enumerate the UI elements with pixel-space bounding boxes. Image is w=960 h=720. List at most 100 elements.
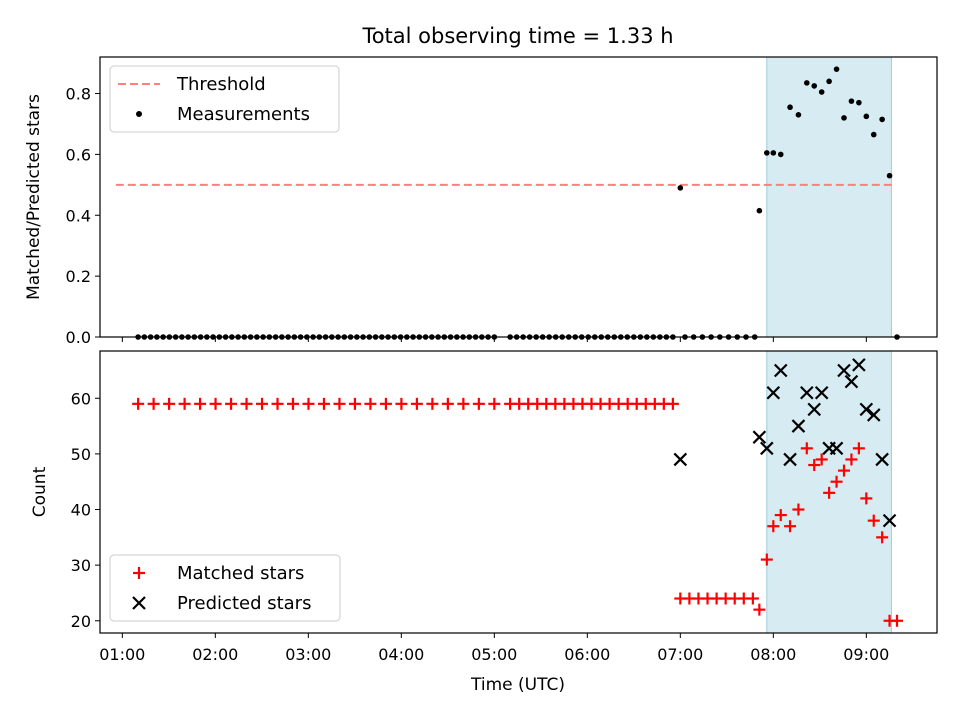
matched-star-point <box>240 397 253 410</box>
predicted-star-point <box>844 374 859 389</box>
predicted-star-point <box>882 513 897 528</box>
matched-star-point <box>867 514 880 527</box>
x-tick-label: 03:00 <box>285 645 331 664</box>
top-x-axis <box>121 337 867 342</box>
predicted-points <box>673 358 897 528</box>
top-panel: 0.00.20.40.60.8 Matched/Predicted stars … <box>24 56 938 347</box>
matched-star-point <box>209 397 222 410</box>
matched-star-point <box>800 442 813 455</box>
top-y-axis: 0.0 0.2 0.4 0.6 0.8 <box>66 85 100 347</box>
matched-star-point <box>225 397 238 410</box>
matched-star-point <box>132 397 145 410</box>
matched-star-point <box>395 397 408 410</box>
y-tick-label: 30 <box>71 556 91 575</box>
measurement-point <box>833 66 840 72</box>
measurement-point <box>770 150 777 156</box>
x-stroke-b <box>752 430 767 444</box>
matched-star-point <box>760 553 773 566</box>
matched-star-point <box>860 492 873 505</box>
matched-star-point <box>753 603 766 616</box>
bottom-x-axis: 01:00 02:00 03:00 04:00 05:00 06:00 07:00 08:00… <box>99 633 889 664</box>
measurement-point <box>787 104 793 111</box>
x-tick-label: 08:00 <box>750 645 796 664</box>
bottom-legend-box <box>109 554 341 622</box>
matched-star-point <box>815 453 828 466</box>
matched-star-point <box>746 592 759 605</box>
y-tick-label: 50 <box>71 445 91 464</box>
matched-star-point <box>784 520 797 533</box>
measurement-point <box>777 151 784 158</box>
x-tick-label: 02:00 <box>192 645 238 664</box>
x-stroke-b <box>807 402 822 417</box>
matched-star-point <box>845 453 858 466</box>
x-stroke-b <box>673 452 688 467</box>
predicted-star-point <box>752 430 767 444</box>
y-tick-label: 0.0 <box>66 328 91 347</box>
matched-points <box>132 397 904 627</box>
measurement-point <box>756 207 763 214</box>
x-stroke-b <box>866 408 881 422</box>
measurement-point <box>863 113 870 120</box>
measurement-point <box>856 99 862 106</box>
matched-star-point <box>348 397 361 410</box>
matched-star-point <box>876 531 889 544</box>
bottom-legend: Matched stars Predicted stars <box>109 554 341 622</box>
y-tick-label: 0.2 <box>66 267 91 286</box>
top-legend: Threshold Measurements <box>109 65 340 133</box>
matched-star-point <box>823 486 836 499</box>
matched-star-point <box>286 397 299 410</box>
matched-star-point <box>333 397 346 410</box>
x-stroke-b <box>814 385 829 400</box>
predicted-star-point <box>760 441 774 456</box>
top-highlight-span <box>766 56 892 338</box>
matched-star-point <box>488 397 501 410</box>
predicted-star-point <box>866 408 881 422</box>
measurement-point <box>886 172 893 179</box>
predicted-star-point <box>837 363 851 378</box>
matched-star-point <box>457 397 470 410</box>
predicted-star-point <box>814 385 829 400</box>
measurement-point <box>818 89 825 95</box>
legend-matched-label: Matched stars <box>177 563 304 584</box>
legend-measurements-swatch <box>136 111 142 117</box>
x-stroke-b <box>783 452 797 467</box>
chart-title: Total observing time = 1.33 h <box>361 24 673 48</box>
x-tick-label: 04:00 <box>378 645 424 664</box>
matched-star-point <box>666 397 679 410</box>
legend-threshold-label: Threshold <box>176 74 266 95</box>
matched-star-point <box>410 397 423 410</box>
x-stroke-b <box>829 441 844 456</box>
legend-predicted-label: Predicted stars <box>177 593 311 614</box>
y-tick-label: 20 <box>71 612 91 631</box>
predicted-star-point <box>859 402 874 417</box>
matched-star-point <box>163 397 176 410</box>
y-tick-label: 0.6 <box>66 145 91 164</box>
predicted-star-point <box>875 452 889 467</box>
x-stroke-b <box>773 363 788 378</box>
bottom-plot-frame <box>99 350 938 634</box>
predicted-star-point <box>773 363 788 378</box>
x-stroke-b <box>859 402 874 417</box>
measurement-point <box>795 112 802 118</box>
bottom-panel: 20 30 40 50 60 01:00 02:00 03:00 04:00 05:00 06:0… <box>30 350 938 695</box>
predicted-star-point <box>829 441 844 456</box>
bottom-y-axis: 20 30 40 50 60 <box>71 389 100 631</box>
predicted-star-point <box>673 452 688 467</box>
y-tick-label: 0.8 <box>66 85 91 104</box>
matched-star-point <box>379 397 392 410</box>
matched-star-point <box>271 397 284 410</box>
matched-star-point <box>364 397 377 410</box>
matched-star-point <box>194 397 207 410</box>
measurement-point <box>826 78 832 85</box>
matched-star-point <box>147 397 160 410</box>
y-tick-label: 0.4 <box>66 206 91 225</box>
predicted-star-point <box>783 452 797 467</box>
matched-star-point <box>838 464 850 477</box>
bottom-y-axis-label: Count <box>30 466 50 517</box>
measurement-point <box>677 185 684 191</box>
predicted-star-point <box>807 402 822 417</box>
x-stroke-b <box>800 385 814 400</box>
predicted-star-point <box>766 385 781 400</box>
measurement-point <box>764 150 770 156</box>
